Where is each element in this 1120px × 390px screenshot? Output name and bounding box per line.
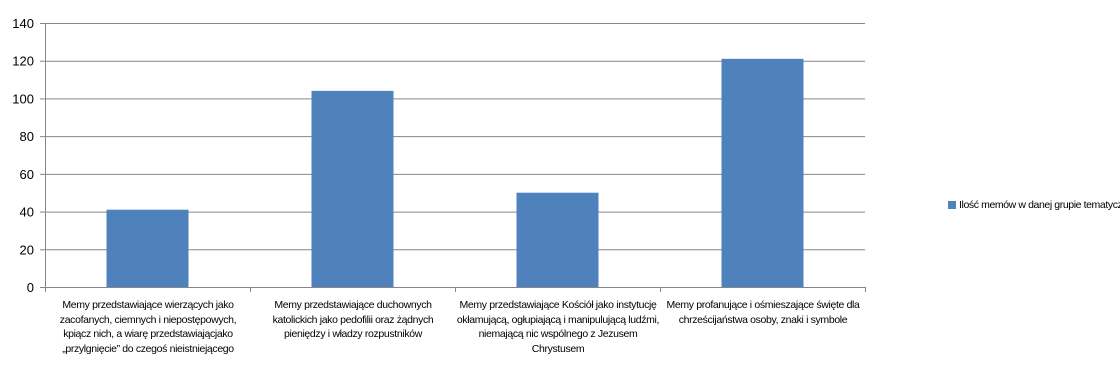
category-label-1: Memy przedstawiające wierzących jako zac… [59,299,237,355]
y-tick-label: 60 [20,167,34,182]
axes [45,23,866,292]
category-label-4: Memy profanujące i ośmieszające święte d… [666,299,860,326]
bar [106,209,189,287]
y-axis-ticks: 0 20 40 60 80 100 120 140 [12,16,45,295]
bar [516,192,599,287]
category-label-3: Memy przedstawiające Kościół jako instyt… [456,299,660,355]
legend-label: Ilość memów w danej grupie tematycznej [959,199,1120,211]
legend-swatch [948,201,956,209]
y-tick-label: 40 [20,205,34,220]
legend: Ilość memów w danej grupie tematycznej [948,199,1120,211]
y-tick-label: 80 [20,129,34,144]
bar [311,90,394,287]
category-label-2: Memy przedstawiające duchownych katolick… [272,299,434,340]
bars [106,58,804,288]
y-tick-label: 20 [20,242,34,257]
y-tick-label: 100 [12,91,34,106]
y-tick-label: 120 [12,54,34,69]
bar [721,58,804,288]
y-tick-label: 0 [27,280,34,295]
y-tick-label: 140 [12,16,34,31]
